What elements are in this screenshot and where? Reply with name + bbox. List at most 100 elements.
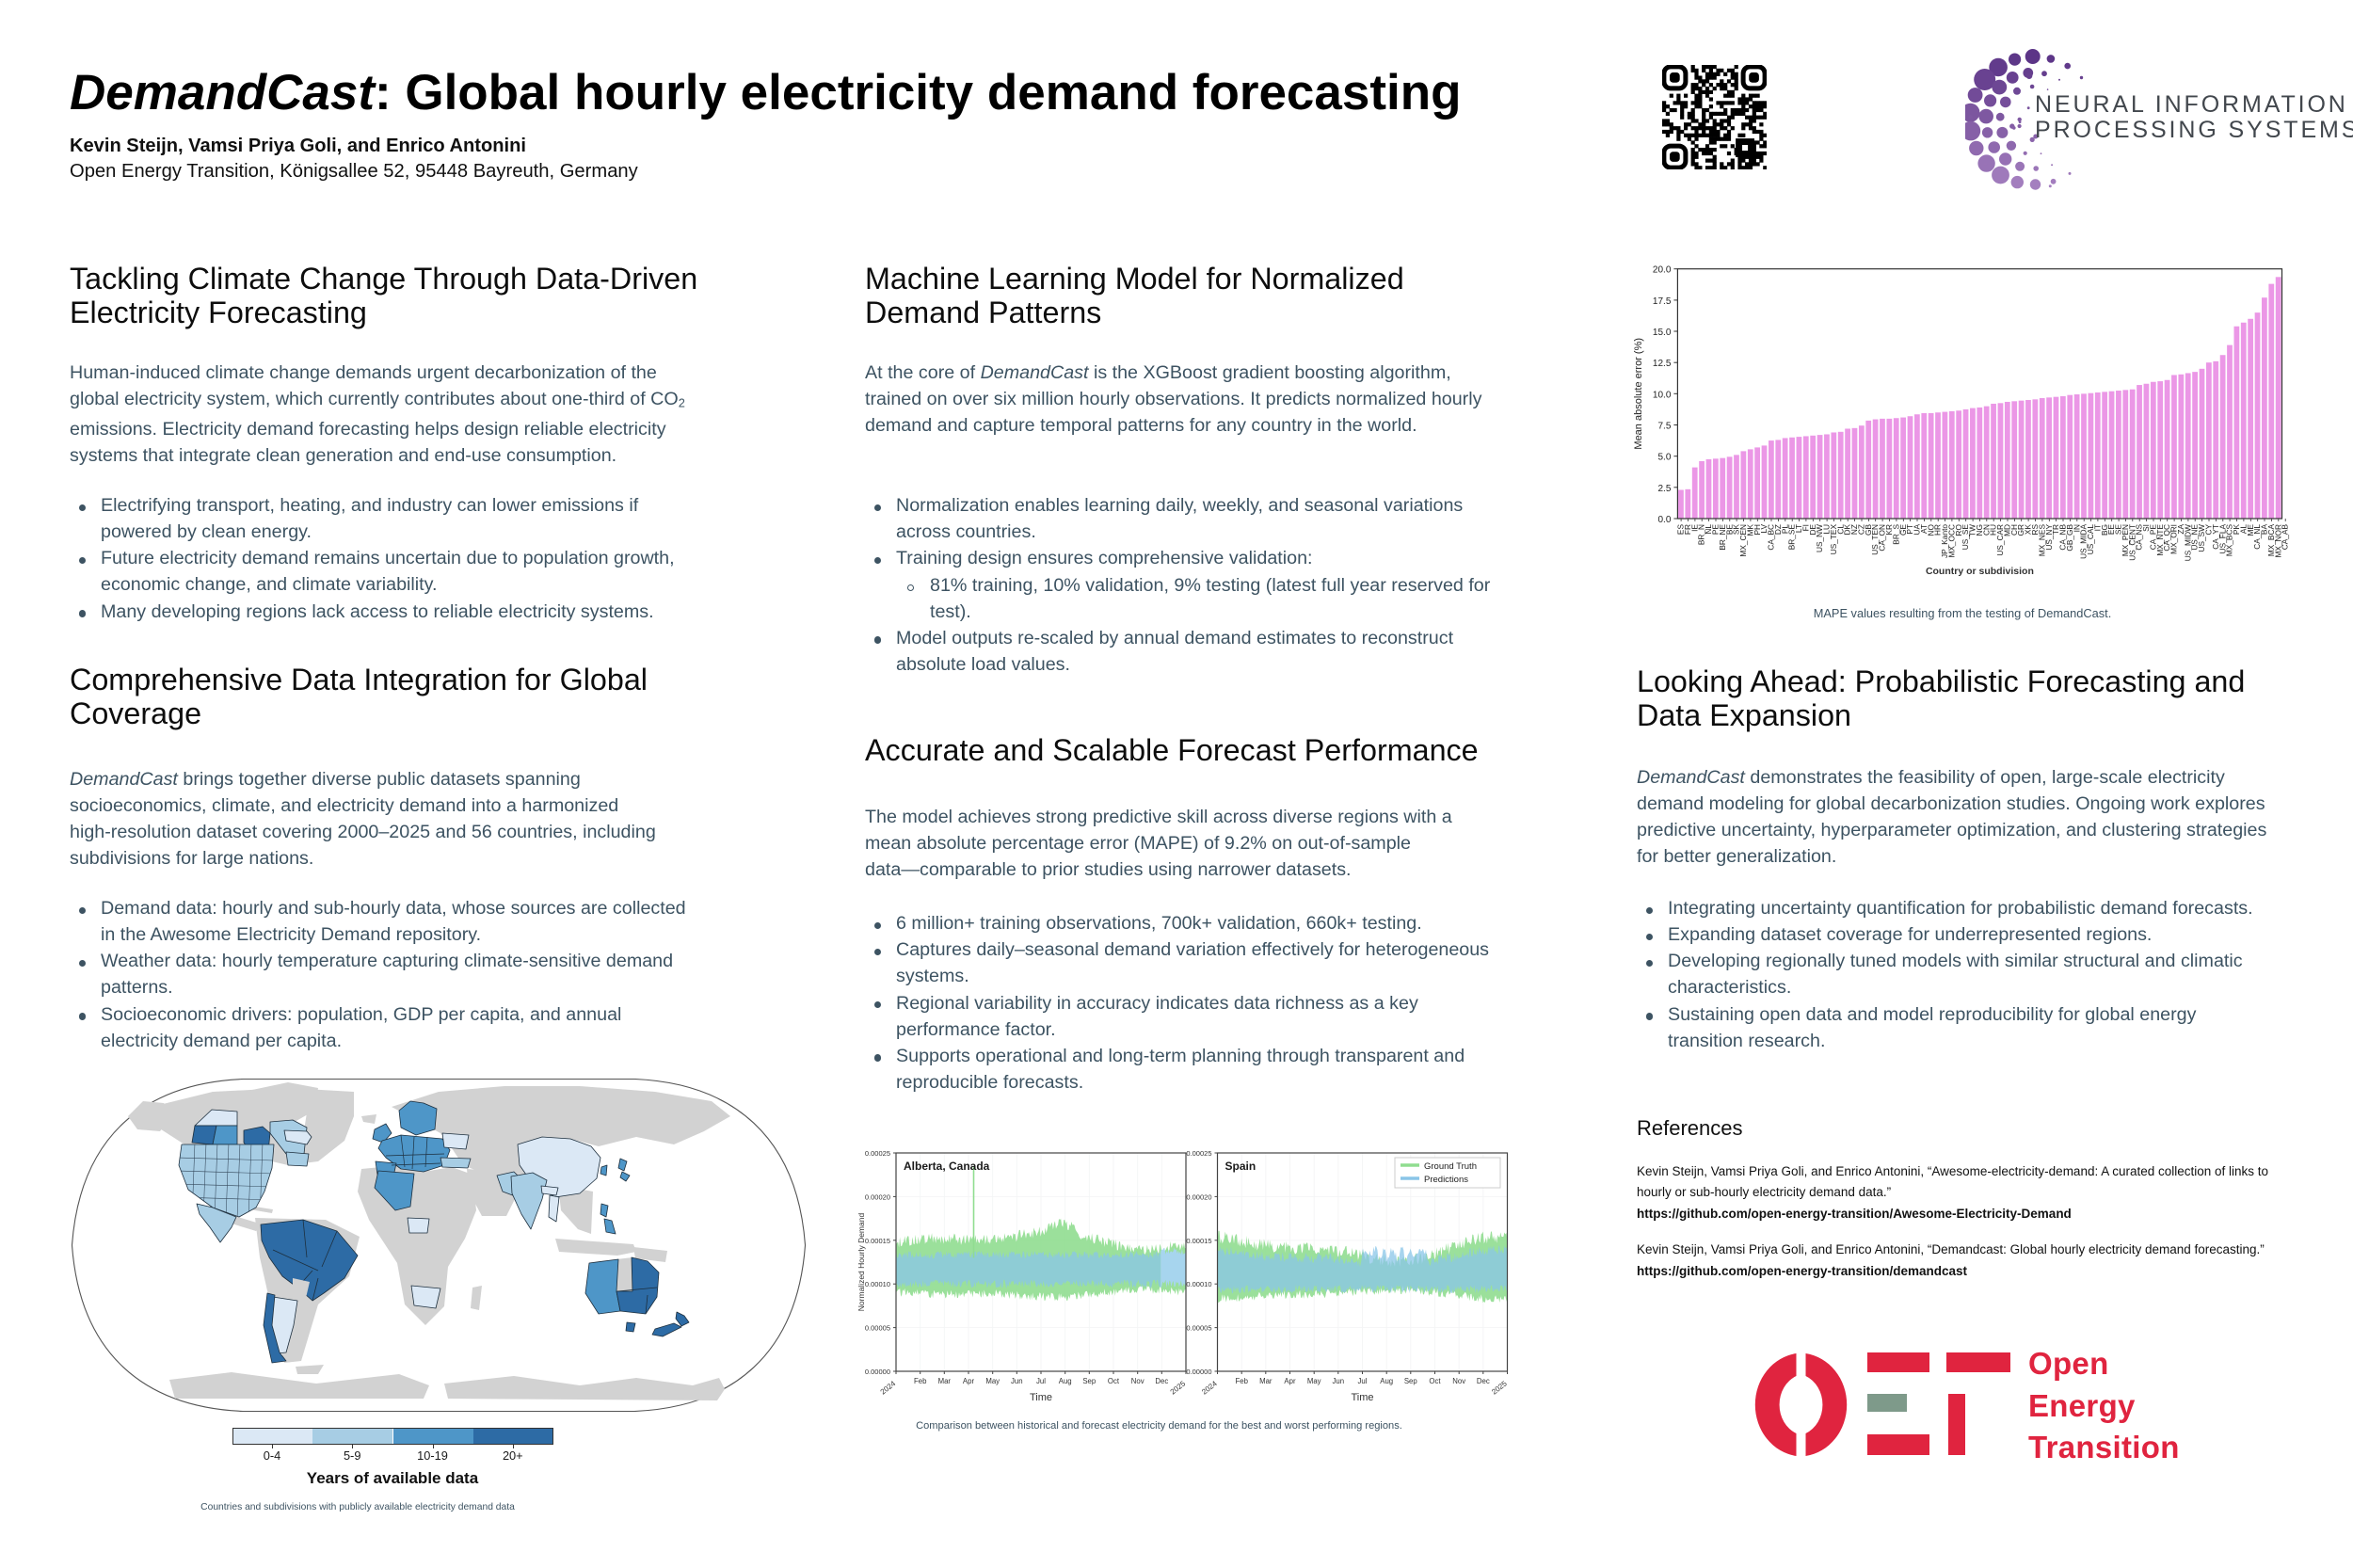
svg-text:BA: BA <box>2260 524 2269 536</box>
svg-text:15.0: 15.0 <box>1653 328 1672 338</box>
svg-text:2025: 2025 <box>1169 1379 1188 1396</box>
svg-text:Jun: Jun <box>1011 1377 1023 1385</box>
svg-text:SI: SI <box>2141 524 2151 532</box>
svg-text:CA_NL: CA_NL <box>2252 524 2262 550</box>
svg-text:0.00020: 0.00020 <box>1186 1192 1211 1201</box>
svg-text:IE: IE <box>1689 524 1699 532</box>
svg-text:SE: SE <box>2114 524 2123 536</box>
svg-text:GB_GB: GB_GB <box>2065 524 2074 552</box>
svg-text:US_TEX: US_TEX <box>1829 524 1838 555</box>
svg-text:HU: HU <box>1989 524 1998 536</box>
svg-text:MX_ORI: MX_ORI <box>2169 524 2179 554</box>
svg-text:MX_NTE: MX_NTE <box>2155 524 2165 556</box>
svg-text:CA_AB: CA_AB <box>2281 524 2290 551</box>
svg-text:0.00020: 0.00020 <box>865 1192 890 1201</box>
svg-text:UA: UA <box>1913 524 1922 536</box>
svg-text:CA_ON: CA_ON <box>1878 524 1887 552</box>
svg-text:DZ: DZ <box>1773 524 1783 535</box>
svg-text:PK: PK <box>2232 524 2241 536</box>
svg-text:Sep: Sep <box>1082 1377 1096 1385</box>
svg-text:IN: IN <box>2072 524 2081 532</box>
svg-text:CA_QC: CA_QC <box>2162 524 2171 552</box>
svg-text:PL: PL <box>1780 524 1789 535</box>
svg-text:US_SE: US_SE <box>1961 524 1970 551</box>
svg-text:CA_NS: CA_NS <box>2135 524 2144 551</box>
svg-text:US_MIDA: US_MIDA <box>2079 524 2089 559</box>
svg-text:0.00000: 0.00000 <box>865 1368 890 1376</box>
svg-text:EE: EE <box>2106 524 2116 536</box>
svg-text:MX_NOR: MX_NOR <box>2273 524 2282 558</box>
svg-text:Sep: Sep <box>1404 1377 1418 1385</box>
svg-text:PE: PE <box>1711 524 1721 536</box>
svg-text:NG: NG <box>1975 524 1984 536</box>
svg-text:May: May <box>985 1377 1000 1385</box>
svg-text:MX_OCC: MX_OCC <box>1946 524 1956 558</box>
svg-text:LT: LT <box>1794 524 1803 533</box>
svg-text:Jul: Jul <box>1036 1377 1046 1385</box>
svg-text:Jun: Jun <box>1333 1377 1345 1385</box>
svg-text:Mar: Mar <box>1259 1377 1273 1385</box>
svg-text:US_MIDW: US_MIDW <box>2183 524 2192 561</box>
svg-text:SK: SK <box>1732 524 1741 536</box>
svg-text:2025: 2025 <box>1490 1379 1509 1396</box>
svg-text:MD: MD <box>2003 524 2012 536</box>
svg-text:LU: LU <box>1822 524 1832 535</box>
svg-text:LV: LV <box>1759 524 1769 534</box>
svg-text:GB: GB <box>1864 524 1873 536</box>
svg-text:MX_BCA: MX_BCA <box>2266 524 2276 557</box>
svg-text:Spain: Spain <box>1225 1160 1257 1173</box>
svg-text:Alberta, Canada: Alberta, Canada <box>904 1160 990 1173</box>
svg-text:ME: ME <box>2246 524 2255 536</box>
svg-text:ZA: ZA <box>2176 524 2185 535</box>
svg-text:Mar: Mar <box>938 1377 952 1385</box>
svg-text:US_FLA: US_FLA <box>2217 524 2227 554</box>
svg-text:Dec: Dec <box>1477 1377 1490 1385</box>
svg-text:0.0: 0.0 <box>1657 515 1671 525</box>
svg-text:Time: Time <box>1030 1392 1052 1403</box>
svg-text:Nov: Nov <box>1131 1377 1144 1385</box>
svg-text:0.00015: 0.00015 <box>1186 1237 1211 1245</box>
svg-text:Aug: Aug <box>1059 1377 1072 1385</box>
svg-text:Normalized Hourly Demand: Normalized Hourly Demand <box>856 1213 866 1312</box>
svg-text:KR: KR <box>1884 524 1894 536</box>
svg-text:CA_PE: CA_PE <box>2149 524 2158 551</box>
svg-text:MX_PEN: MX_PEN <box>2121 524 2130 556</box>
svg-text:NO: NO <box>1926 523 1935 536</box>
svg-text:BE: BE <box>1724 524 1734 536</box>
svg-text:PT: PT <box>1905 524 1914 535</box>
svg-text:Feb: Feb <box>914 1377 927 1385</box>
svg-text:PH: PH <box>1753 524 1762 536</box>
svg-text:CY: CY <box>2204 524 2214 536</box>
svg-text:US_CAL: US_CAL <box>2086 524 2095 555</box>
svg-text:0.00010: 0.00010 <box>865 1280 890 1288</box>
svg-text:RS: RS <box>2030 524 2040 536</box>
svg-text:Ground Truth: Ground Truth <box>1424 1161 1477 1172</box>
svg-text:AL: AL <box>2238 524 2248 535</box>
svg-text:Apr: Apr <box>1284 1377 1296 1385</box>
svg-text:NL: NL <box>1704 524 1713 535</box>
svg-text:7.5: 7.5 <box>1657 422 1671 432</box>
svg-text:BR_N: BR_N <box>1697 524 1706 545</box>
svg-text:US_CAR: US_CAR <box>1995 524 2005 556</box>
svg-text:NZ: NZ <box>1849 524 1859 535</box>
svg-text:2024: 2024 <box>879 1379 898 1396</box>
svg-text:FR: FR <box>1683 524 1692 535</box>
svg-text:0.00000: 0.00000 <box>1186 1368 1211 1376</box>
svg-text:MX_NES: MX_NES <box>2037 524 2046 557</box>
svg-text:12.5: 12.5 <box>1653 359 1672 369</box>
svg-text:Jul: Jul <box>1358 1377 1368 1385</box>
svg-text:US_NE: US_NE <box>2190 524 2200 551</box>
svg-text:Dec: Dec <box>1155 1377 1168 1385</box>
svg-text:0.00005: 0.00005 <box>865 1324 890 1333</box>
svg-text:ES: ES <box>1676 524 1686 536</box>
svg-text:Country or subdivision: Country or subdivision <box>1926 566 2034 577</box>
svg-text:GR: GR <box>2016 524 2025 536</box>
svg-text:0.00025: 0.00025 <box>865 1149 890 1158</box>
svg-text:0.00015: 0.00015 <box>865 1237 890 1245</box>
svg-text:BR_SE: BR_SE <box>1787 524 1797 551</box>
svg-text:Nov: Nov <box>1452 1377 1465 1385</box>
svg-text:AT: AT <box>1919 524 1929 534</box>
svg-text:US_TEN: US_TEN <box>1870 524 1880 555</box>
svg-text:BR_NE: BR_NE <box>1718 524 1727 551</box>
svg-text:CH: CH <box>2009 524 2019 536</box>
